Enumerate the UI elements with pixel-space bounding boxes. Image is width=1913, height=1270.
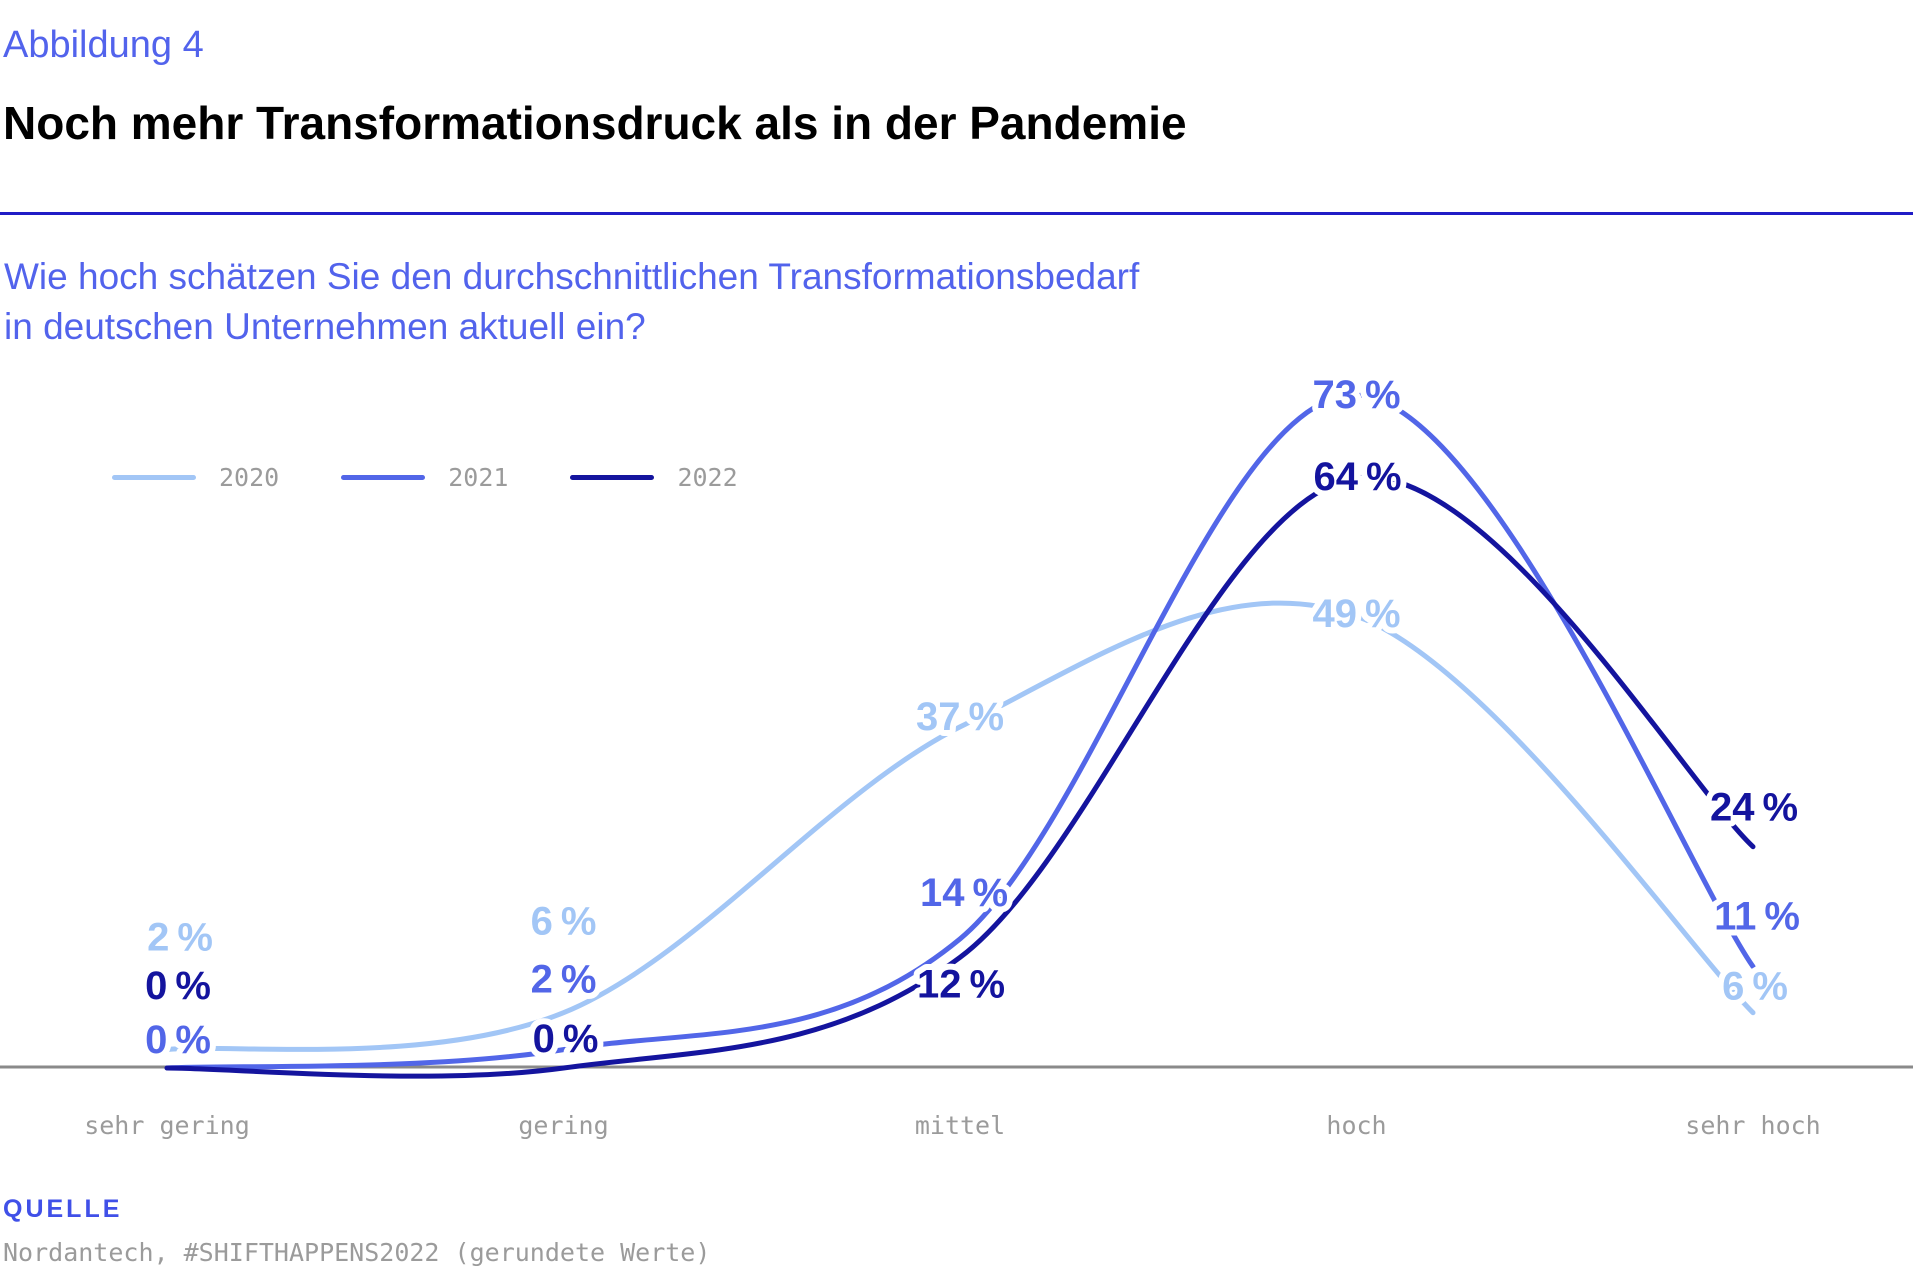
survey-question-line2: in deutschen Unternehmen aktuell ein? xyxy=(4,305,646,347)
x-axis-label-hoch: hoch xyxy=(1326,1111,1386,1140)
legend-swatch xyxy=(112,474,196,480)
series-line-2021 xyxy=(164,392,1756,1071)
data-label-2020-sehr-hoch: 6 % xyxy=(1722,965,1788,1009)
chart-legend: 2020 2021 2022 xyxy=(112,461,800,493)
data-label-2020-gering: 6 % xyxy=(531,900,597,944)
survey-question-line1: Wie hoch schätzen Sie den durchschnittli… xyxy=(4,256,1140,297)
data-label-2021-hoch: 73 % xyxy=(1312,373,1400,417)
source-label: QUELLE xyxy=(3,1195,123,1223)
legend-item-2021: 2021 xyxy=(341,463,508,492)
data-label-2022-sehr-gering: 0 % xyxy=(145,964,211,1008)
legend-item-2020: 2020 xyxy=(112,463,279,492)
survey-question: Wie hoch schätzen Sie den durchschnittli… xyxy=(4,252,1139,352)
legend-swatch xyxy=(341,474,426,480)
data-label-2020-hoch: 49 % xyxy=(1312,592,1400,636)
title-divider xyxy=(0,212,1913,215)
data-label-2022-sehr-hoch: 24 % xyxy=(1710,786,1798,830)
legend-item-2022: 2022 xyxy=(570,462,738,492)
data-label-2021-gering: 2 % xyxy=(531,958,597,1002)
series-line-2022 xyxy=(164,474,1756,1079)
legend-label: 2021 xyxy=(448,462,509,492)
legend-label: 2022 xyxy=(677,462,738,492)
data-label-2020-sehr-gering: 2 % xyxy=(147,916,213,960)
data-label-2021-mittel: 14 % xyxy=(920,871,1008,915)
data-label-2021-sehr-gering: 0 % xyxy=(145,1018,211,1062)
data-label-2022-hoch: 64 % xyxy=(1313,455,1401,499)
figure-label: Abbildung 4 xyxy=(3,24,204,66)
data-label-2022-gering: 0 % xyxy=(533,1017,599,1061)
x-axis-label-mittel: mittel xyxy=(915,1111,1005,1140)
data-label-2022-mittel: 12 % xyxy=(917,962,1005,1006)
data-label-2020-mittel: 37 % xyxy=(916,695,1004,739)
page-title: Noch mehr Transformationsdruck als in de… xyxy=(3,97,1187,149)
x-axis-label-sehr-gering: sehr gering xyxy=(84,1111,250,1140)
source-text: Nordantech, #SHIFTHAPPENS2022 (gerundete… xyxy=(3,1238,711,1267)
data-label-2021-sehr-hoch: 11 % xyxy=(1714,895,1800,939)
legend-label: 2020 xyxy=(219,462,280,492)
series-line-2020 xyxy=(164,600,1756,1053)
x-axis-label-gering: gering xyxy=(518,1111,608,1140)
legend-swatch xyxy=(570,474,655,480)
x-axis-label-sehr-hoch: sehr hoch xyxy=(1685,1111,1820,1140)
